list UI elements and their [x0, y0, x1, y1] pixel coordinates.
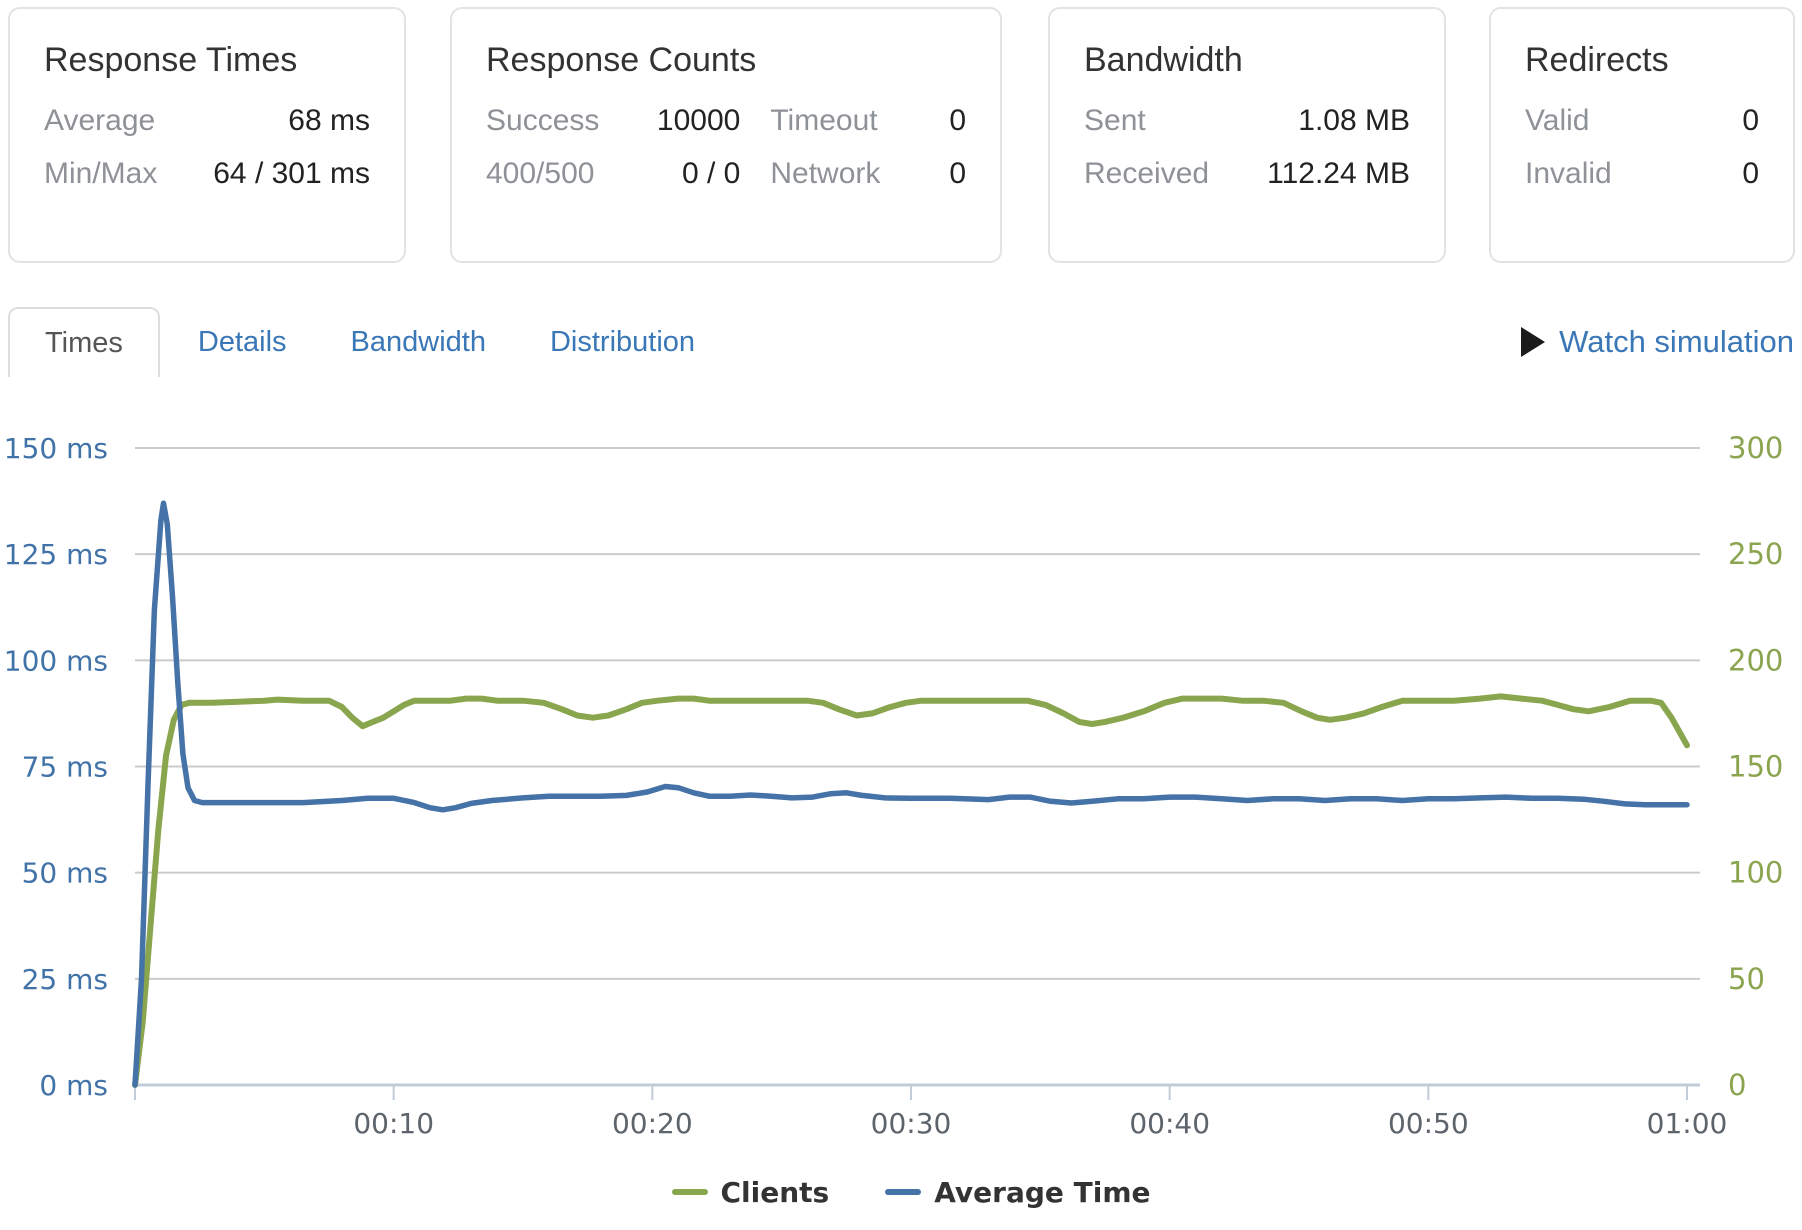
- stat-value: 0: [1742, 157, 1759, 190]
- stat-row: Success 10000: [486, 104, 740, 157]
- y-axis-right-label: 50: [1728, 962, 1765, 996]
- y-axis-left-label: 75 ms: [22, 751, 108, 784]
- x-axis-label: 00:40: [1129, 1107, 1210, 1140]
- response-times-card: Response Times Average 68 ms Min/Max 64 …: [8, 7, 406, 263]
- y-axis-left-label: 25 ms: [22, 963, 108, 996]
- legend-label: Clients: [720, 1175, 830, 1209]
- stat-label: Valid: [1525, 104, 1590, 137]
- x-axis-label: 00:50: [1388, 1107, 1469, 1140]
- watch-simulation-label: Watch simulation: [1559, 324, 1794, 359]
- x-axis-label: 00:30: [871, 1107, 952, 1140]
- y-axis-right-label: 0: [1728, 1068, 1746, 1102]
- y-axis-right-label: 200: [1728, 643, 1783, 677]
- stat-value: 112.24 MB: [1267, 157, 1410, 190]
- stat-value: 10000: [656, 104, 741, 137]
- stat-label: Average: [44, 104, 156, 137]
- legend-label: Average Time: [934, 1175, 1151, 1209]
- redirects-card: Redirects Valid 0 Invalid 0: [1489, 7, 1795, 263]
- stat-label: 400/500: [486, 157, 595, 190]
- clients-line-swatch: [671, 1189, 708, 1195]
- y-axis-left-label: 50 ms: [22, 857, 108, 890]
- stat-row: Timeout 0: [770, 104, 966, 157]
- y-axis-left-label: 0 ms: [39, 1069, 108, 1102]
- stat-value: 68 ms: [288, 104, 370, 137]
- stat-row: Network 0: [770, 157, 966, 210]
- x-axis-label: 00:20: [612, 1107, 693, 1140]
- stat-label: Invalid: [1525, 157, 1612, 190]
- stat-label: Network: [770, 157, 881, 190]
- play-icon: [1521, 327, 1546, 357]
- stat-row: Valid 0: [1525, 104, 1759, 157]
- stat-row: 400/500 0 / 0: [486, 157, 740, 210]
- stat-row: Min/Max 64 / 301 ms: [44, 157, 370, 210]
- tab-bandwidth[interactable]: Bandwidth: [350, 326, 486, 358]
- tab-distribution[interactable]: Distribution: [549, 326, 696, 358]
- response-counts-card: Response Counts Success 10000 400/500 0 …: [450, 7, 1002, 263]
- stat-value: 0: [949, 104, 966, 137]
- stat-row: Average 68 ms: [44, 104, 370, 157]
- card-title: Redirects: [1525, 41, 1669, 79]
- stat-label: Sent: [1084, 104, 1146, 137]
- stat-value: 0 / 0: [681, 157, 741, 190]
- stat-row: Invalid 0: [1525, 157, 1759, 210]
- x-axis-label: 01:00: [1647, 1107, 1728, 1140]
- x-axis-label: 00:10: [353, 1107, 434, 1140]
- card-title: Response Counts: [486, 41, 757, 79]
- legend-item-average-time[interactable]: Average Time: [885, 1176, 1150, 1209]
- y-axis-left-label: 125 ms: [4, 538, 108, 571]
- tab-details[interactable]: Details: [197, 326, 287, 358]
- tab-times[interactable]: Times: [8, 307, 160, 377]
- y-axis-left-label: 150 ms: [4, 432, 108, 465]
- bandwidth-card: Bandwidth Sent 1.08 MB Received 112.24 M…: [1048, 7, 1446, 263]
- legend-item-clients[interactable]: Clients: [671, 1175, 830, 1209]
- chart-tabbar: Times Details Bandwidth Distribution Wat…: [8, 307, 1794, 377]
- series-line-clients: [132, 693, 1690, 1088]
- y-axis-right-label: 150: [1728, 750, 1783, 784]
- y-axis-right-label: 300: [1728, 431, 1783, 465]
- card-title: Response Times: [44, 41, 298, 79]
- stat-row: Received 112.24 MB: [1084, 157, 1410, 210]
- card-title: Bandwidth: [1084, 41, 1243, 79]
- stat-label: Min/Max: [44, 157, 158, 190]
- stat-value: 0: [949, 157, 966, 190]
- stat-value: 0: [1742, 104, 1759, 137]
- y-axis-left-label: 100 ms: [4, 644, 108, 677]
- y-axis-right-label: 100: [1728, 856, 1783, 890]
- series-line-average-time: [132, 500, 1690, 1088]
- stat-value: 64 / 301 ms: [213, 157, 370, 190]
- chart-legend: Clients Average Time: [135, 1160, 1687, 1224]
- stat-label: Received: [1084, 157, 1210, 190]
- y-axis-right-label: 250: [1728, 537, 1783, 571]
- watch-simulation-link[interactable]: Watch simulation: [1521, 307, 1794, 377]
- average-time-line-swatch: [885, 1189, 922, 1195]
- stat-value: 1.08 MB: [1298, 104, 1410, 137]
- stat-label: Timeout: [770, 104, 878, 137]
- stat-row: Sent 1.08 MB: [1084, 104, 1410, 157]
- stat-label: Success: [486, 104, 600, 137]
